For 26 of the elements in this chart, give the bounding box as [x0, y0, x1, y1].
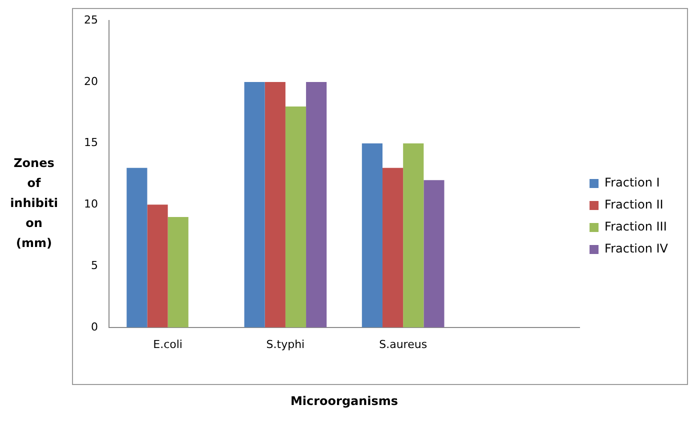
legend-label: Fraction III	[604, 220, 667, 234]
x-axis-title: Microorganisms	[290, 394, 398, 408]
bar	[306, 82, 327, 328]
x-tick-label: S.aureus	[379, 338, 428, 351]
legend-label: Fraction I	[604, 176, 660, 190]
bar	[403, 143, 424, 328]
bar	[126, 168, 148, 328]
x-tick-label: E.coli	[153, 338, 182, 351]
bar	[264, 82, 286, 328]
bar	[244, 82, 265, 328]
y-axis-title: Zones of inhibition (mm)	[9, 155, 59, 252]
legend-label: Fraction IV	[604, 242, 669, 256]
legend-label: Fraction II	[604, 198, 664, 212]
bar	[382, 168, 404, 328]
bar	[362, 143, 382, 328]
y-tick-label: 25	[84, 13, 98, 26]
bar	[285, 106, 306, 328]
bar	[168, 216, 188, 328]
bar	[424, 180, 444, 328]
y-tick-label: 0	[90, 320, 98, 334]
y-tick-label: 10	[84, 198, 98, 211]
x-tick-label: S.typhi	[266, 338, 305, 351]
y-tick-label: 15	[84, 136, 98, 150]
y-tick-label: 5	[90, 258, 98, 272]
bar	[147, 204, 168, 328]
y-tick-label: 20	[84, 74, 98, 88]
